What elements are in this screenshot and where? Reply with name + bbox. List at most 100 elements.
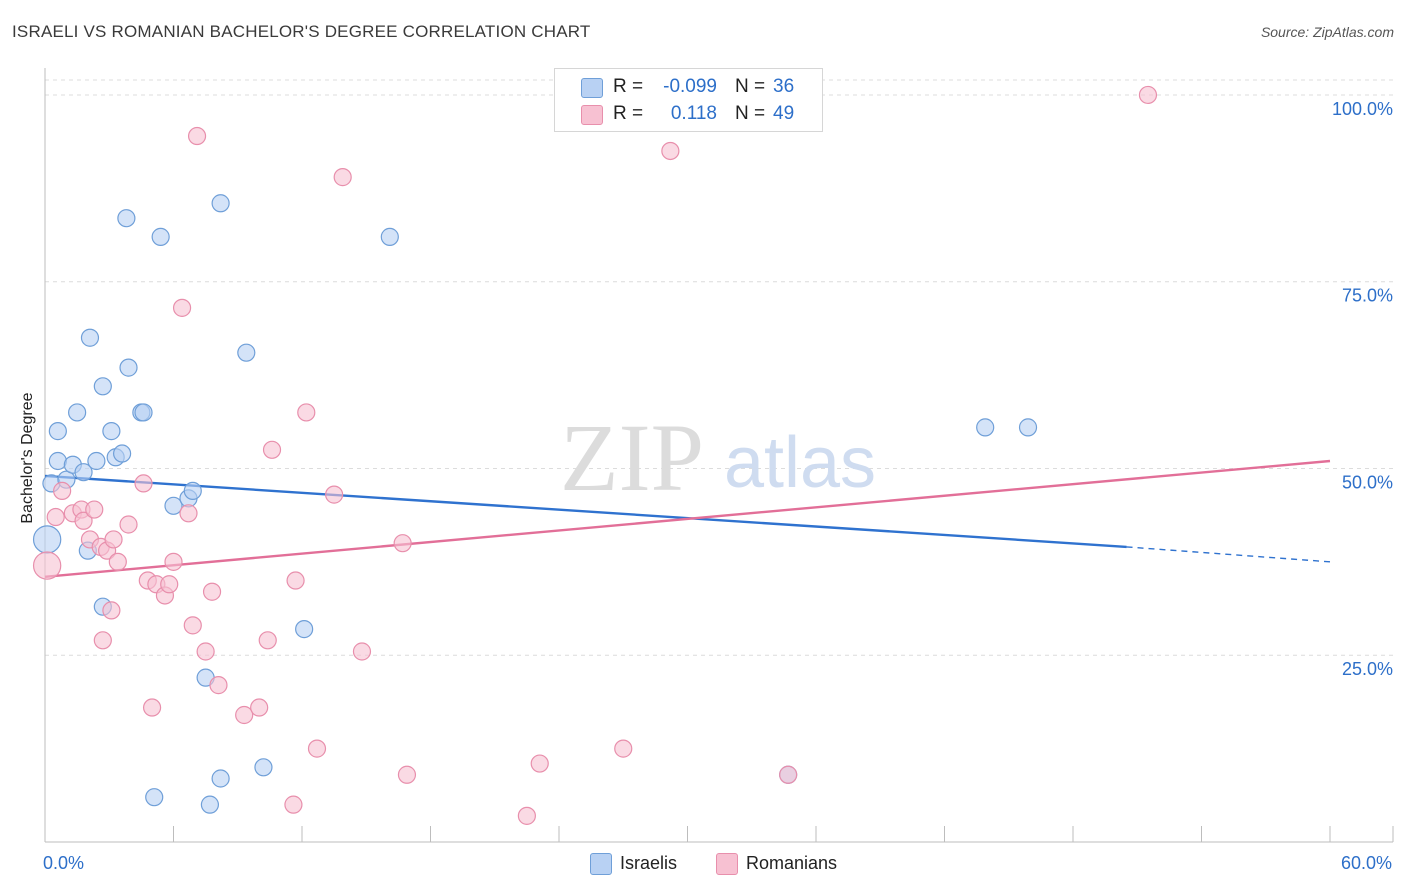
israelis-point	[48, 451, 67, 471]
israelis-r-label: R =	[613, 76, 644, 97]
israelis-point	[87, 451, 106, 471]
romanians-point	[187, 126, 207, 146]
israelis-point	[134, 403, 153, 422]
romanians-point	[104, 530, 123, 549]
x-tick-label: 0.0%	[43, 853, 84, 873]
israelis-point	[200, 795, 220, 814]
romanians-point	[102, 601, 121, 620]
trend-extension-israelis	[1126, 546, 1331, 563]
romanians-point	[32, 551, 62, 580]
israelis-swatch	[581, 78, 603, 98]
romanians-point	[286, 571, 305, 590]
watermark-zip: ZIP	[560, 404, 704, 511]
romanians-point	[46, 507, 65, 527]
israelis-point	[80, 328, 100, 347]
israelis-point	[380, 227, 399, 246]
romanians-point	[53, 481, 72, 500]
trend-line-israelis	[44, 474, 1127, 549]
israelis-point	[93, 377, 112, 396]
israelis-point	[183, 481, 202, 500]
watermark-atlas: atlas	[724, 423, 876, 503]
romanians-point	[196, 642, 215, 661]
romanians-r-label: R =	[613, 103, 644, 124]
axis-layer	[44, 68, 1394, 843]
romanians-point	[284, 795, 303, 814]
romanians-legend-swatch	[716, 853, 738, 875]
tick-label-layer: 25.0% 50.0% 75.0% 100.0% 0.0% 60.0%	[43, 99, 1393, 873]
israelis-point	[32, 525, 62, 554]
x-tick-label: 60.0%	[1341, 853, 1392, 873]
israelis-point	[976, 418, 995, 437]
romanians-point	[307, 739, 327, 758]
romanians-point	[258, 631, 277, 650]
romanians-point	[142, 698, 162, 717]
y-tick-label: 25.0%	[1342, 659, 1393, 679]
israelis-point	[237, 343, 256, 362]
israelis-point	[211, 194, 230, 213]
israelis-legend-label: Israelis	[620, 853, 678, 873]
romanians-point	[779, 765, 798, 784]
romanians-point	[325, 485, 344, 504]
points-layer	[32, 85, 1158, 825]
israelis-point	[211, 769, 230, 788]
romanians-point	[614, 739, 633, 758]
romanians-point	[250, 698, 269, 717]
israelis-point	[112, 444, 132, 463]
romanians-point	[172, 298, 192, 317]
israelis-point	[164, 496, 183, 515]
romanians-point	[209, 676, 228, 695]
y-axis-label: Bachelor's Degree	[19, 392, 36, 524]
israelis-point	[119, 358, 138, 377]
israelis-n-value: 36	[773, 76, 795, 97]
israelis-point	[1018, 418, 1038, 437]
romanians-point	[179, 504, 198, 523]
romanians-point	[108, 552, 127, 571]
trend-line-romanians	[44, 459, 1331, 578]
romanians-n-value: 49	[773, 103, 795, 124]
israelis-r-value: -0.099	[663, 76, 717, 97]
israelis-legend-swatch	[590, 853, 612, 875]
romanians-point	[517, 806, 536, 825]
y-tick-label: 100.0%	[1332, 99, 1393, 119]
romanians-r-value: 0.118	[670, 103, 717, 124]
romanians-point	[74, 511, 93, 530]
stats-legend: R = -0.099 N = 36 R = 0.118 N = 49	[554, 68, 823, 132]
romanians-point	[85, 500, 104, 519]
israelis-n-label: N =	[735, 76, 766, 97]
legend-row-romanians: R = 0.118 N = 49	[555, 101, 822, 127]
romanians-point	[134, 474, 153, 493]
israelis-point	[151, 227, 170, 246]
romanians-point	[661, 141, 680, 161]
israelis-point	[74, 463, 93, 482]
romanians-point	[352, 642, 372, 661]
romanians-point	[202, 582, 222, 601]
trend-layer	[44, 459, 1331, 578]
y-tick-label: 75.0%	[1342, 286, 1393, 306]
grid-layer	[45, 79, 1393, 656]
romanians-point	[160, 575, 179, 594]
romanians-point	[262, 440, 282, 459]
romanians-legend-label: Romanians	[746, 853, 838, 873]
y-tick-label: 50.0%	[1342, 472, 1393, 492]
romanians-point	[297, 403, 316, 422]
israelis-point	[48, 422, 67, 441]
israelis-point	[145, 788, 164, 807]
legend-row-israelis: R = -0.099 N = 36	[555, 74, 822, 100]
romanians-point	[333, 168, 352, 187]
romanians-point	[393, 534, 412, 553]
source-credit: Source: ZipAtlas.com	[1260, 24, 1394, 40]
romanians-n-label: N =	[735, 103, 766, 124]
romanians-point	[397, 765, 417, 784]
israelis-point	[295, 619, 314, 639]
israelis-point	[117, 209, 136, 228]
romanians-point	[164, 552, 183, 571]
romanians-point	[235, 705, 254, 725]
israelis-point	[102, 422, 121, 441]
israelis-point	[254, 758, 273, 777]
romanians-point	[1138, 85, 1158, 105]
romanians-point	[93, 631, 112, 650]
romanians-point	[183, 616, 202, 635]
romanians-point	[530, 754, 549, 773]
chart-title: ISRAELI VS ROMANIAN BACHELOR'S DEGREE CO…	[12, 22, 591, 41]
